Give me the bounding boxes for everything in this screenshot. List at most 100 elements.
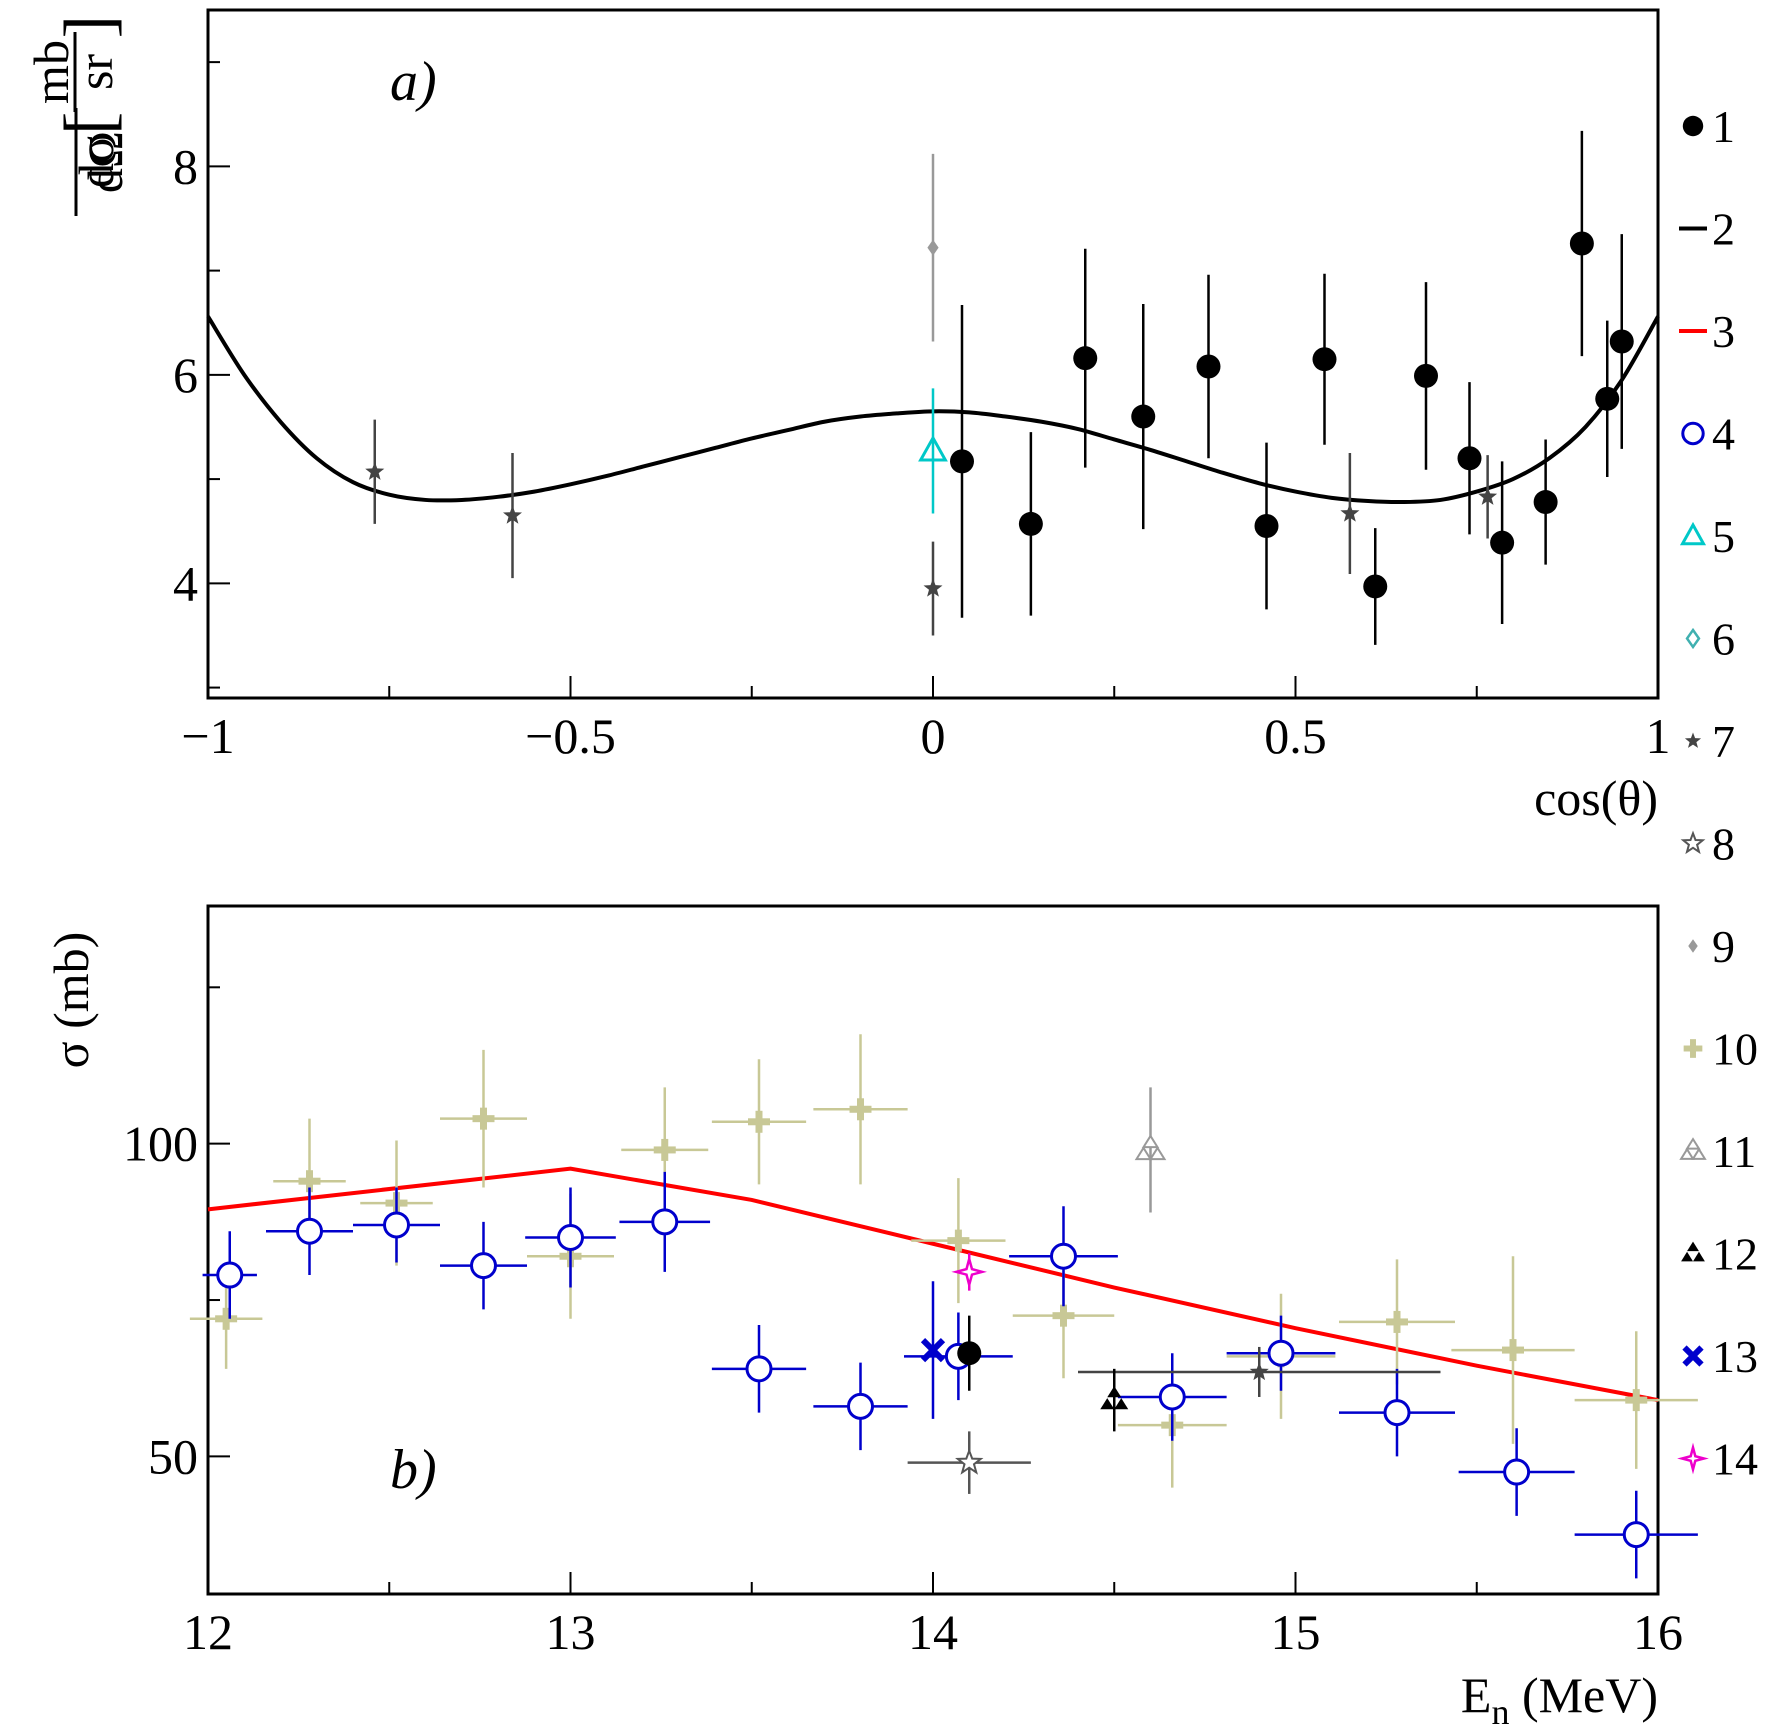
data-point-series-1	[1131, 303, 1156, 530]
legend-label: 8	[1712, 819, 1735, 870]
data-point-series-4	[813, 1362, 908, 1451]
data-point-series-9	[927, 153, 939, 342]
data-point-series-7	[503, 453, 522, 579]
panel-b-xlabel: En (MeV)	[1461, 1667, 1658, 1732]
data-point-series-7	[1340, 453, 1360, 574]
legend-label: 11	[1712, 1126, 1756, 1177]
data-point-series-10	[911, 1178, 1006, 1304]
data-point-series-7	[1478, 455, 1498, 539]
xlabel-b-sub: n	[1491, 1692, 1509, 1732]
x-tick-label: −0.5	[525, 708, 616, 764]
x-tick-label: 1	[1646, 708, 1671, 764]
data-point-series-1	[1363, 528, 1388, 645]
data-point-series-10	[1574, 1331, 1698, 1469]
data-point-series-4	[202, 1231, 257, 1319]
data-point-series-1	[1073, 248, 1098, 468]
ylabel-a-bracket-close: ]	[51, 15, 128, 38]
ylabel-a-unit-den: sr	[67, 54, 123, 90]
panel-b-ylabel: σ (mb)	[43, 932, 99, 1069]
data-point-series-1	[1595, 320, 1620, 478]
y-tick-label: 4	[173, 555, 198, 611]
data-point-series-1	[1533, 439, 1558, 565]
legend-item-11: 11	[1679, 1126, 1756, 1177]
data-point-series-4	[1009, 1206, 1118, 1307]
legend-item-4: 4	[1681, 409, 1735, 460]
ylabel-a-unit-num: mb	[23, 40, 79, 104]
data-point-series-4	[440, 1221, 527, 1310]
ylabel-a-bracket-open: [	[51, 112, 128, 135]
legend-item-7: 7	[1684, 716, 1735, 767]
panel-a-xlabel: cos(θ)	[1534, 770, 1658, 826]
data-point-series-4	[266, 1187, 353, 1276]
legend-label: 6	[1712, 614, 1735, 665]
data-point-series-10	[813, 1034, 908, 1185]
data-point-series-1	[957, 1315, 982, 1391]
data-point-series-8	[907, 1431, 1031, 1494]
data-point-series-14	[951, 1253, 988, 1291]
legend-item-14: 14	[1677, 1434, 1758, 1485]
data-point-series-11	[1134, 1087, 1167, 1213]
data-point-series-10	[440, 1049, 527, 1188]
ylabel-a-den-visible: dΩ	[77, 131, 133, 193]
y-tick-label: 50	[148, 1428, 198, 1484]
panel-a-points	[365, 130, 1634, 645]
x-tick-label: 12	[183, 1604, 233, 1660]
data-point-series-4	[1226, 1315, 1336, 1391]
data-point-series-4	[1574, 1490, 1698, 1579]
legend-label: 13	[1712, 1331, 1758, 1382]
y-tick-label: 6	[173, 347, 198, 403]
legend-item-5: 5	[1679, 511, 1735, 562]
legend-label: 1	[1712, 101, 1735, 152]
data-point-series-7	[923, 541, 943, 636]
panel-a-label: a)	[390, 51, 437, 113]
panel-a: a) cos(θ) dσ dΩ dΩ [ ] mb sr −1 −0.5 0 0.5 1…	[23, 8, 1671, 826]
panel-b-ticks: 12 13 14 15 16 50 100	[123, 986, 1683, 1660]
panel-b-points	[189, 1034, 1698, 1579]
legend-item-1: 1	[1682, 101, 1735, 152]
xlabel-b-unit: (MeV)	[1509, 1667, 1658, 1723]
legend-item-3: 3	[1679, 306, 1735, 357]
legend-label: 9	[1712, 921, 1735, 972]
data-point-series-4	[1117, 1353, 1227, 1441]
data-point-series-5	[918, 388, 948, 514]
data-point-series-7	[365, 419, 385, 524]
legend-label: 12	[1712, 1229, 1758, 1280]
legend-label: 5	[1712, 511, 1735, 562]
data-point-series-1	[1414, 282, 1438, 470]
data-point-series-1	[1018, 432, 1043, 616]
legend-item-8: 8	[1680, 819, 1735, 870]
data-point-series-1	[1569, 130, 1594, 357]
legend-label: 7	[1712, 716, 1735, 767]
xlabel-b-main: E	[1461, 1667, 1492, 1723]
data-point-series-4	[619, 1171, 711, 1272]
panel-b-frame	[206, 904, 1660, 1596]
legend-item-12: 12	[1681, 1229, 1758, 1280]
data-point-series-13	[920, 1281, 946, 1419]
x-tick-label: 16	[1633, 1604, 1683, 1660]
data-point-series-4	[525, 1187, 616, 1288]
panel-b-label: b)	[390, 1439, 437, 1501]
data-point-series-1	[1196, 274, 1221, 459]
data-point-series-1	[1609, 234, 1634, 449]
legend-item-10: 10	[1683, 1024, 1758, 1075]
x-tick-label: 0.5	[1264, 708, 1327, 764]
x-tick-label: 0	[921, 708, 946, 764]
data-point-series-1	[1457, 382, 1482, 535]
x-tick-label: 15	[1271, 1604, 1321, 1660]
y-tick-label: 100	[123, 1116, 198, 1172]
data-point-series-10	[711, 1059, 807, 1185]
legend-label: 4	[1712, 409, 1735, 460]
x-tick-label: −1	[181, 708, 234, 764]
data-point-series-12	[1100, 1368, 1129, 1432]
legend-label: 14	[1712, 1434, 1758, 1485]
legend-label: 3	[1712, 306, 1735, 357]
data-point-series-1	[950, 305, 974, 618]
model-curve-3	[207, 1166, 1659, 1403]
legend-item-13: 13	[1682, 1331, 1758, 1382]
panel-b-curve-group	[207, 1166, 1659, 1403]
legend-label: 10	[1712, 1024, 1758, 1075]
panel-b: b) En (MeV) σ (mb) 12 13 14 15 16 50 100	[43, 904, 1698, 1732]
legend-item-9: 9	[1688, 921, 1735, 972]
